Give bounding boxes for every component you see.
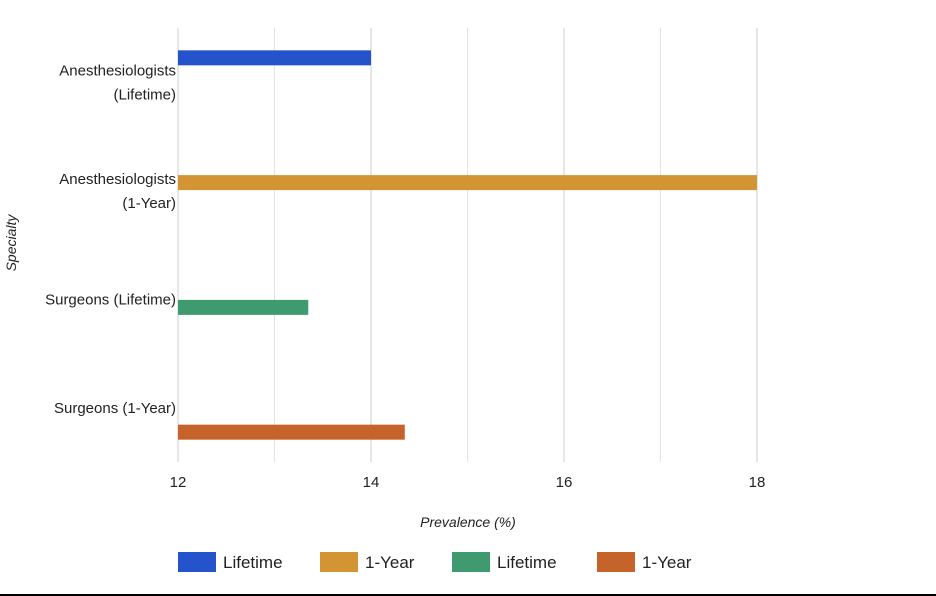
legend-label: 1-Year	[365, 553, 415, 572]
y-axis-title: Specialty	[3, 214, 19, 272]
legend-swatch	[452, 552, 490, 572]
bar	[178, 175, 757, 191]
bars	[178, 50, 757, 440]
legend-item: Lifetime	[452, 552, 557, 572]
bottom-border	[0, 594, 936, 596]
legend-label: Lifetime	[223, 553, 283, 572]
category-label-line: Anesthesiologists	[59, 171, 176, 188]
x-tick-label: 16	[556, 474, 573, 491]
category-label-line: Surgeons (Lifetime)	[45, 291, 176, 308]
category-label-line: (Lifetime)	[113, 86, 176, 103]
category-label: Anesthesiologists (1-Year)	[59, 171, 176, 212]
legend-label: 1-Year	[642, 553, 692, 572]
x-tick-label: 12	[170, 474, 187, 491]
legend-item: 1-Year	[320, 552, 415, 572]
category-label-line: Surgeons (1-Year)	[54, 400, 176, 417]
bar	[178, 50, 371, 66]
x-tick-labels: 12 14 16 18	[170, 474, 766, 491]
legend-label: Lifetime	[497, 553, 557, 572]
legend-swatch	[178, 552, 216, 572]
bar	[178, 299, 309, 315]
legend-swatch	[320, 552, 358, 572]
legend: Lifetime 1-Year Lifetime 1-Year	[178, 552, 692, 572]
legend-item: 1-Year	[597, 552, 692, 572]
category-label: Surgeons (Lifetime)	[45, 291, 176, 308]
legend-item: Lifetime	[178, 552, 283, 572]
x-tick-label: 14	[363, 474, 380, 491]
category-label-line: Anesthesiologists	[59, 62, 176, 79]
category-labels: Anesthesiologists (Lifetime)Anesthesiolog…	[45, 62, 176, 417]
bar	[178, 424, 405, 440]
x-tick-label: 18	[749, 474, 766, 491]
category-label: Anesthesiologists (Lifetime)	[59, 62, 176, 103]
category-label: Surgeons (1-Year)	[54, 400, 176, 417]
x-axis-title: Prevalence (%)	[420, 514, 516, 530]
category-label-line: (1-Year)	[122, 195, 176, 212]
gridlines	[177, 28, 758, 462]
legend-swatch	[597, 552, 635, 572]
